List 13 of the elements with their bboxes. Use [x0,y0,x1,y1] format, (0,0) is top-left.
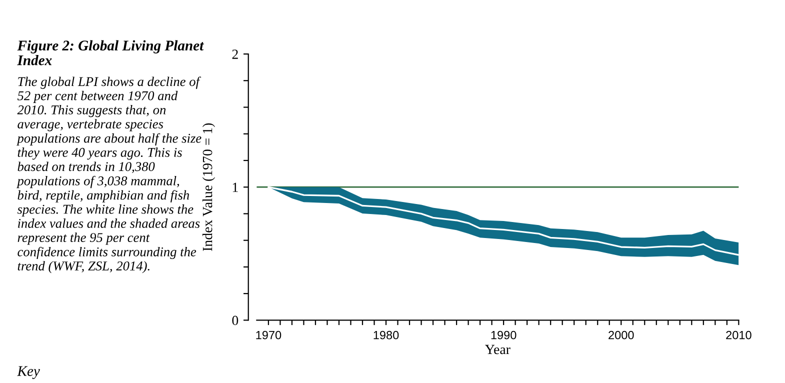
y-tick-label: 2 [232,50,238,59]
text: Figure 2: Global Living Planet Index [17,40,204,66]
text: Key [17,366,40,379]
x-axis-title: Year [485,344,510,354]
y-tick-label: 0 [232,316,238,326]
x-tick-label: 1970 [256,330,282,340]
y-tick-label: 1 [232,182,238,192]
text: The global LPI shows a decline of 52 per cent between 1970 and 2010. This suggests that, on average, vertebrate species populations are about half the size they were 40 years ago. This is based on trends in 10,380 populations of 3,038 mammal, bird, reptile, amphibian and fish species. The white line shows the index values and the shaded areas represent the 95 per cent confidence limits surrounding the trend (WWF, ZSL, 2014). [16,76,202,274]
x-tick-label: 2000 [608,330,634,340]
x-tick-label: 2010 [726,330,752,340]
x-tick-label: 1980 [374,330,399,340]
y-axis-title: Index Value (1970 = 1) [202,123,216,251]
x-tick-label: 1990 [491,330,516,340]
